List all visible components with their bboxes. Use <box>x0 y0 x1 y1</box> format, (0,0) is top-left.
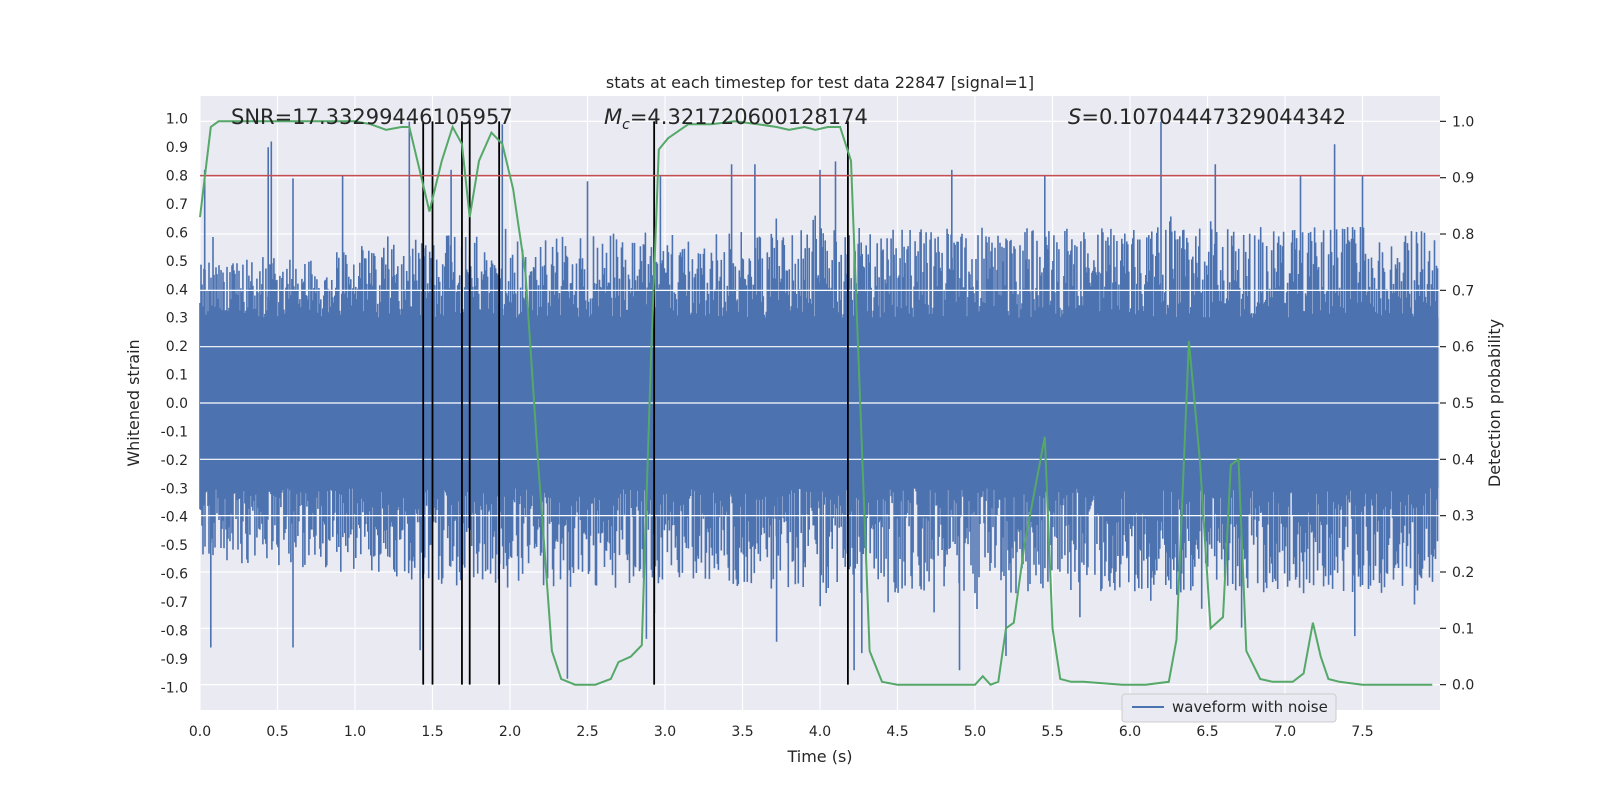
y2-tick-label: 1.0 <box>1452 114 1474 130</box>
y2-tick-label: 0.0 <box>1452 678 1474 694</box>
x-tick-label: 2.5 <box>576 724 598 740</box>
y-tick-label: -0.8 <box>161 623 188 639</box>
x-tick-label: 1.5 <box>421 724 443 740</box>
y-tick-label: 0.6 <box>166 225 188 241</box>
y2-tick-label: 0.8 <box>1452 227 1474 243</box>
x-tick-label: 7.5 <box>1351 724 1373 740</box>
x-tick-label: 4.5 <box>886 724 908 740</box>
y2-tick-label: 0.2 <box>1452 565 1474 581</box>
y-tick-label: 0.0 <box>166 396 188 412</box>
y2-tick-label: 0.3 <box>1452 509 1474 525</box>
y-tick-label: -0.2 <box>161 453 188 469</box>
y-tick-label: 0.8 <box>166 169 188 185</box>
y2-tick-label: 0.5 <box>1452 396 1474 412</box>
x-tick-label: 2.0 <box>499 724 521 740</box>
x-tick-label: 1.0 <box>344 724 366 740</box>
x-tick-label: 3.0 <box>654 724 676 740</box>
legend-box <box>1121 693 1337 723</box>
y-tick-label: -0.5 <box>161 538 188 554</box>
legend-label: waveform with noise <box>1172 698 1328 716</box>
y-tick-label: -0.4 <box>161 510 188 526</box>
x-tick-label: 4.0 <box>809 724 831 740</box>
y-axis-label: Whitened strain <box>124 339 143 466</box>
legend: waveform with noise <box>1121 693 1337 723</box>
y-tick-label: 0.5 <box>166 254 188 270</box>
detection-probability-series <box>199 120 1433 686</box>
y2-tick-label: 0.4 <box>1452 452 1474 468</box>
y2-axis-label: Detection probability <box>1485 319 1504 487</box>
y2-axis-ticks: 1.0 0.9 0.8 0.7 0.6 0.5 0.4 0.3 0.2 0.1 0.0 <box>1440 114 1474 694</box>
x-tick-label: 3.5 <box>731 724 753 740</box>
x-tick-label: 0.0 <box>189 724 211 740</box>
chirp-mass-annotation: Mc=4.321720600128174 <box>604 105 868 133</box>
y-tick-label: 1.0 <box>166 112 188 128</box>
s-annotation: S=0.10704447329044342 <box>1068 105 1346 129</box>
y-tick-label: -0.3 <box>161 481 188 497</box>
detection-event-lines <box>422 121 849 685</box>
y-tick-label: 0.7 <box>166 197 188 213</box>
x-tick-label: 6.5 <box>1196 724 1218 740</box>
waveform-series <box>199 121 1440 679</box>
x-tick-label: 6.0 <box>1119 724 1141 740</box>
x-tick-label: 5.0 <box>964 724 986 740</box>
y2-tick-label: 0.7 <box>1452 283 1474 299</box>
y-tick-label: -0.9 <box>161 652 188 668</box>
y-tick-label: 0.1 <box>166 368 188 384</box>
y-tick-label: 0.2 <box>166 339 188 355</box>
y2-tick-label: 0.6 <box>1452 340 1474 356</box>
x-axis-label: Time (s) <box>786 747 852 766</box>
y2-tick-label: 0.1 <box>1452 621 1474 637</box>
x-tick-label: 0.5 <box>266 724 288 740</box>
chart-title: stats at each timestep for test data 228… <box>606 73 1034 92</box>
y-tick-label: 0.9 <box>166 140 188 156</box>
y-axis-ticks: 1.0 0.9 0.8 0.7 0.6 0.5 0.4 0.3 0.2 0.1 0.0 -0.1 -0.… <box>161 112 188 697</box>
x-tick-label: 7.0 <box>1274 724 1296 740</box>
y-tick-label: 0.4 <box>166 282 188 298</box>
y-tick-label: -0.6 <box>161 567 188 583</box>
y-tick-label: -0.7 <box>161 595 188 611</box>
y-tick-label: -1.0 <box>161 680 188 696</box>
y-tick-label: 0.3 <box>166 311 188 327</box>
snr-annotation: SNR=17.332994461059​57 <box>231 105 513 129</box>
x-axis-ticks: 0.0 0.5 1.0 1.5 2.0 2.5 3.0 3.5 4.0 4.5 5.0 5.5 6.0 6… <box>189 724 1374 740</box>
y-tick-label: -0.1 <box>161 424 188 440</box>
x-tick-label: 5.5 <box>1041 724 1063 740</box>
y2-tick-label: 0.9 <box>1452 171 1474 187</box>
